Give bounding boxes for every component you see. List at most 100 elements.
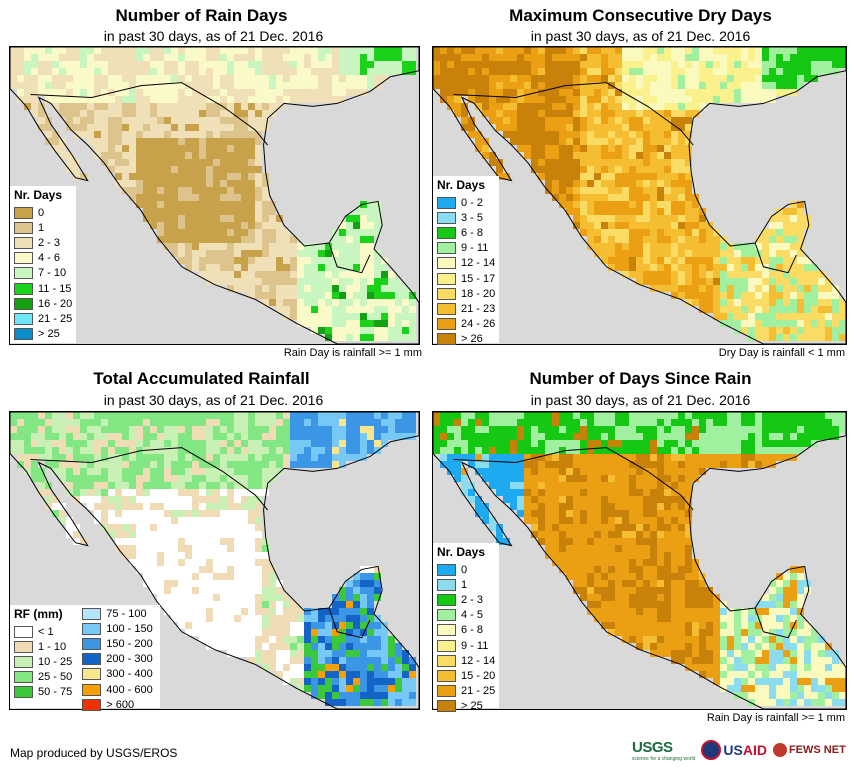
coastline — [10, 47, 419, 344]
legend-swatch — [437, 639, 456, 652]
legend-item: 3 - 5 — [433, 210, 499, 225]
legend-swatch — [82, 668, 102, 681]
agency-logos: USGS science for a changing world USAID … — [632, 736, 846, 764]
legend-item: 400 - 600 — [78, 682, 153, 697]
legend-label: 12 - 14 — [461, 654, 496, 667]
panel-title: Maximum Consecutive Dry Days — [509, 6, 772, 25]
legend-label: 4 - 6 — [38, 252, 61, 265]
legend-label: 200 - 300 — [106, 653, 153, 666]
us-mexico-border — [30, 447, 269, 511]
central-america-border — [754, 607, 797, 639]
fews-net-text: FEWS NET — [788, 744, 846, 756]
us-mexico-border — [453, 447, 694, 511]
legend-label: > 25 — [461, 700, 483, 713]
legend-swatch — [437, 578, 456, 591]
legend-swatch — [437, 318, 456, 331]
legend-item: 10 - 25 — [10, 654, 72, 669]
legend-label: 15 - 17 — [461, 272, 496, 285]
legend-label: 1 — [461, 578, 468, 591]
legend-label: 75 - 100 — [106, 607, 147, 620]
legend-item: 50 - 75 — [10, 685, 72, 700]
legend-item: 15 - 17 — [433, 271, 499, 286]
coastline — [10, 412, 419, 709]
legend-label: 100 - 150 — [106, 622, 153, 635]
legend-item: 9 - 11 — [433, 638, 499, 653]
legend-swatch — [437, 333, 456, 346]
panel-title: Number of Rain Days — [115, 6, 288, 25]
legend-item: 2 - 3 — [10, 235, 76, 250]
legend-swatch — [82, 622, 102, 635]
legend-swatch — [437, 669, 456, 682]
legend-swatch — [437, 242, 456, 255]
legend-swatch — [437, 302, 456, 315]
legend-swatch — [14, 206, 33, 219]
legend-label: 2 - 3 — [38, 236, 61, 249]
panel-dry-days: Maximum Consecutive Dry Days in past 30 … — [427, 0, 854, 365]
central-america-border — [328, 607, 371, 639]
legend-item: 300 - 400 — [78, 667, 153, 682]
legend-item: 21 - 25 — [10, 311, 76, 326]
legend-item: 15 - 20 — [433, 668, 499, 683]
central-america-border — [754, 242, 797, 274]
legend-label: 16 - 20 — [38, 297, 73, 310]
map[interactable] — [432, 46, 847, 345]
legend-label: 3 - 5 — [461, 211, 484, 224]
legend-swatch — [14, 328, 33, 341]
legend-item: 2 - 3 — [433, 592, 499, 607]
legend-label: 400 - 600 — [106, 683, 153, 696]
map-note: Rain Day is rainfall >= 1 mm — [283, 347, 422, 359]
legend-title: RF (mm) — [14, 607, 63, 621]
legend-label: > 600 — [106, 698, 135, 711]
legend-swatch — [14, 655, 33, 668]
usaid-suffix: AID — [742, 742, 767, 758]
fews-net-mark-icon — [772, 743, 787, 757]
map-raster — [433, 47, 846, 344]
panel-subtitle: in past 30 days, as of 21 Dec. 2016 — [103, 392, 324, 408]
panel-title: Total Accumulated Rainfall — [93, 369, 310, 388]
legend-item: 9 - 11 — [433, 241, 499, 256]
legend-swatch — [14, 297, 33, 310]
legend-label: 0 — [461, 563, 468, 576]
legend-item: 1 — [433, 577, 499, 592]
legend-label: 2 - 3 — [461, 593, 484, 606]
legend-label: 21 - 23 — [461, 302, 496, 315]
panel-subtitle: in past 30 days, as of 21 Dec. 2016 — [530, 28, 751, 44]
map-legend: Nr. Days 0 1 2 - 3 4 - 5 6 - 8 9 - 11 12 - 14 15… — [433, 543, 499, 713]
legend-swatch — [437, 272, 456, 285]
legend-item: 16 - 20 — [10, 296, 76, 311]
legend-item: 0 - 2 — [433, 195, 499, 210]
legend-label: 1 - 10 — [38, 640, 67, 653]
legend-swatch — [437, 685, 456, 698]
legend-swatch — [14, 312, 33, 325]
panel-days-since-rain: Number of Days Since Rain in past 30 day… — [427, 365, 854, 735]
legend-item: 21 - 25 — [433, 684, 499, 699]
legend-label: 11 - 15 — [38, 282, 72, 295]
legend-swatch — [437, 593, 456, 606]
legend-item: 1 - 10 — [10, 639, 72, 654]
map[interactable] — [432, 411, 847, 710]
legend-swatch — [437, 211, 456, 224]
map-legend: Nr. Days 0 - 2 3 - 5 6 - 8 9 - 11 12 - 14 15 -… — [433, 176, 499, 346]
legend-swatch — [14, 221, 33, 234]
legend-swatch — [14, 625, 33, 638]
legend-item: 4 - 6 — [10, 251, 76, 266]
legend-label: 150 - 200 — [106, 637, 153, 650]
legend-item: 6 - 8 — [433, 623, 499, 638]
legend-swatch — [437, 287, 456, 300]
legend-item: 12 - 14 — [433, 653, 499, 668]
legend-item: 7 - 10 — [10, 266, 76, 281]
legend-item: 18 - 20 — [433, 286, 499, 301]
legend-item: 4 - 5 — [433, 608, 499, 623]
legend-item: 0 — [10, 205, 76, 220]
legend-label: 21 - 25 — [461, 685, 496, 698]
legend-swatch — [14, 282, 33, 295]
legend-item: 21 - 23 — [433, 301, 499, 316]
usgs-logo-text: USGS — [632, 738, 673, 756]
map[interactable] — [9, 46, 420, 345]
land-cells — [433, 47, 846, 341]
coastline — [433, 412, 846, 709]
map-raster — [433, 412, 846, 709]
legend-item: 150 - 200 — [78, 636, 153, 651]
legend-item: 24 - 26 — [433, 317, 499, 332]
legend-swatch — [82, 607, 102, 620]
